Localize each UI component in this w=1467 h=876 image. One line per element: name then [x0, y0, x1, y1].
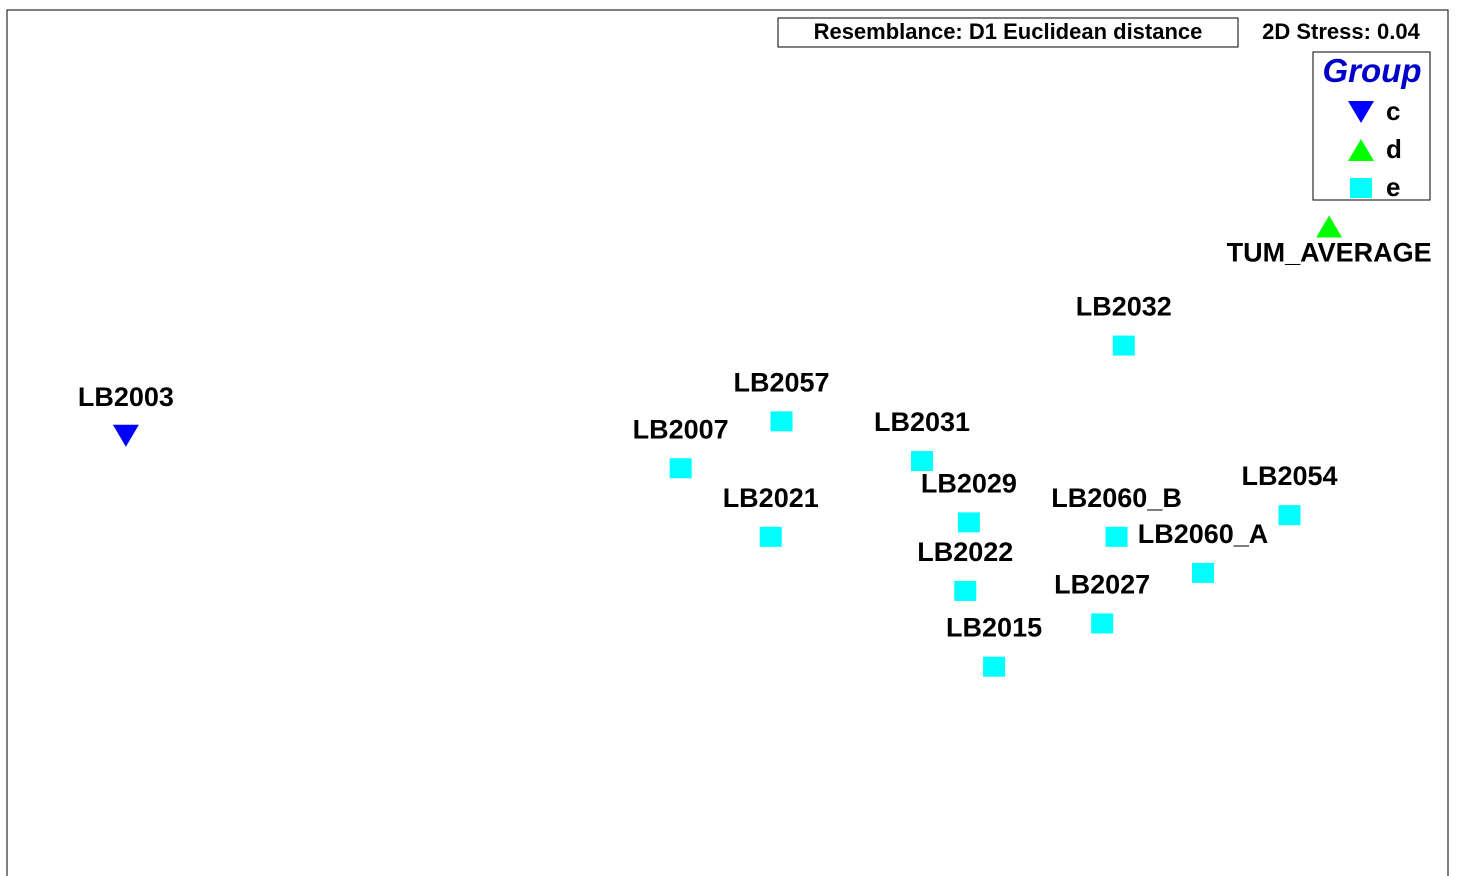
- data-point: [957, 512, 980, 533]
- legend-marker: [1350, 178, 1372, 198]
- point-label: LB2031: [874, 407, 970, 437]
- point-label: LB2057: [734, 367, 830, 397]
- data-point: [1278, 505, 1301, 526]
- data-point: [770, 411, 793, 432]
- legend-title: Group: [1323, 52, 1422, 89]
- resemblance: Resemblance: D1 Euclidean distance: [814, 19, 1203, 44]
- data-point: [669, 458, 692, 479]
- data-point: [911, 451, 934, 472]
- point-label: LB2003: [78, 382, 174, 412]
- legend-label: e: [1386, 172, 1400, 202]
- data-point: [983, 656, 1006, 677]
- data-point: [1091, 613, 1114, 634]
- point-label: LB2021: [723, 483, 819, 513]
- point-label: LB2054: [1241, 461, 1337, 491]
- point-label: LB2029: [921, 468, 1017, 498]
- point-label: LB2032: [1076, 292, 1172, 322]
- legend-label: c: [1386, 96, 1400, 126]
- data-point: [1105, 526, 1128, 547]
- point-label: LB2015: [946, 613, 1042, 643]
- legend-label: d: [1386, 134, 1402, 164]
- legend-box: [1312, 51, 1431, 201]
- point-label: LB2060_B: [1051, 483, 1182, 513]
- data-point: [1192, 562, 1215, 583]
- plot-frame: [6, 9, 1449, 876]
- legend-marker: [1348, 101, 1374, 123]
- resemblance-box: [777, 17, 1239, 48]
- stress: 2D Stress: 0.04: [1262, 19, 1421, 44]
- data-point: [1112, 335, 1135, 356]
- point-label: LB2027: [1054, 569, 1150, 599]
- data-point: [1316, 215, 1343, 238]
- data-point: [112, 424, 139, 447]
- point-label: LB2060_A: [1138, 519, 1269, 549]
- point-label: TUM_AVERAGE: [1227, 238, 1432, 268]
- data-point: [759, 526, 782, 547]
- data-point: [954, 580, 977, 601]
- point-label: LB2022: [917, 537, 1013, 567]
- point-label: LB2007: [633, 414, 729, 444]
- legend-marker: [1348, 139, 1374, 161]
